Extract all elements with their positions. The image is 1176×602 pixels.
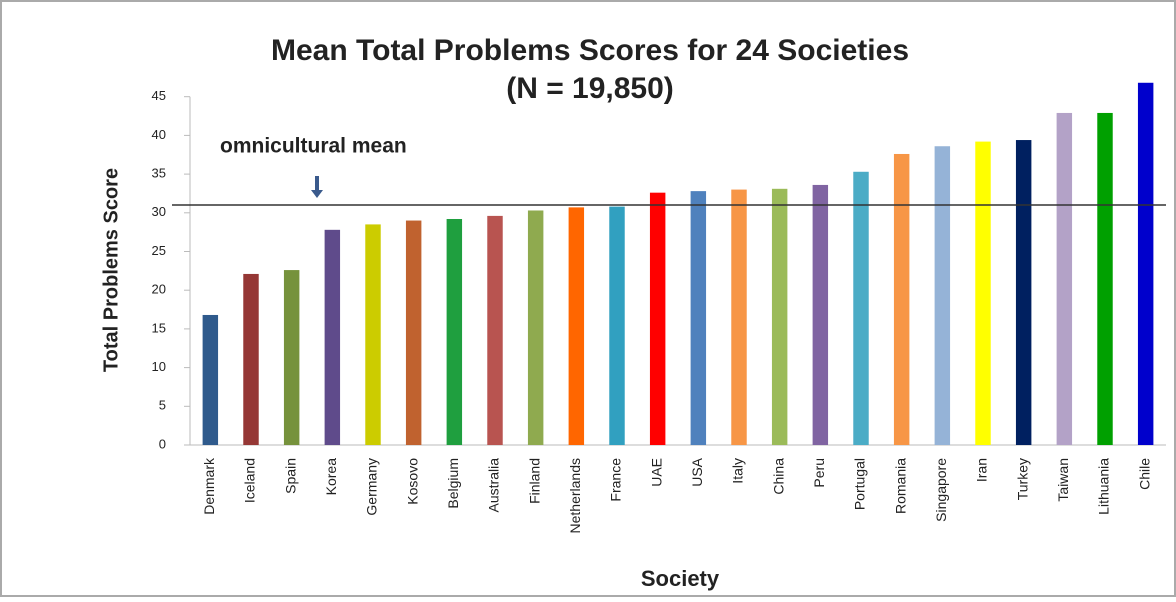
annotation: omnicultural mean [220, 135, 407, 158]
x-tick-label: Singapore [933, 458, 949, 522]
x-tick-label: China [770, 458, 786, 495]
bar [527, 210, 544, 445]
y-tick-label: 20 [152, 282, 166, 297]
y-tick-label: 10 [152, 359, 166, 374]
bar [487, 215, 503, 445]
bar [771, 188, 788, 445]
y-tick-label: 30 [152, 204, 166, 219]
x-tick-label: UAE [648, 458, 664, 487]
y-tick-label: 15 [152, 320, 166, 335]
x-tick-label: Denmark [201, 457, 217, 515]
x-tick-label: Spain [282, 458, 298, 494]
x-tick-label: Iran [974, 458, 990, 482]
bar [324, 229, 341, 445]
bar [446, 218, 463, 445]
x-tick-label: Finland [526, 458, 542, 504]
y-axis-label: Total Problems Score [100, 168, 122, 372]
y-tick-label: 35 [152, 166, 166, 181]
bar [731, 189, 747, 445]
bar [1015, 140, 1032, 445]
y-tick-label: 40 [152, 127, 166, 142]
bar [893, 153, 910, 445]
chart-subtitle: (N = 19,850) [506, 72, 674, 105]
x-tick-label: Lithuania [1096, 458, 1112, 515]
bar [649, 192, 666, 445]
x-tick-label: Australia [486, 458, 502, 513]
x-axis-label: Society [641, 566, 720, 591]
x-tick-label: France [608, 458, 624, 502]
x-tick-label: Netherlands [567, 458, 583, 534]
y-tick-label: 5 [159, 398, 166, 413]
bar [934, 146, 951, 445]
bar [283, 270, 300, 445]
x-tick-label: Romania [892, 458, 908, 514]
x-tick-label: Chile [1136, 458, 1152, 490]
bar [405, 220, 422, 445]
bar [202, 314, 219, 445]
x-tick-label: Belgium [445, 458, 461, 509]
y-tick-label: 0 [159, 436, 166, 451]
bar [609, 206, 625, 445]
bar [1056, 112, 1073, 445]
bar [812, 184, 829, 445]
bar [568, 207, 585, 445]
y-tick-label: 25 [152, 243, 166, 258]
x-tick-label: USA [689, 457, 705, 486]
x-tick-label: Italy [730, 458, 746, 484]
chart-title: Mean Total Problems Scores for 24 Societ… [271, 34, 909, 67]
bar [1097, 112, 1113, 445]
x-tick-label: Korea [323, 458, 339, 496]
x-tick-label: Portugal [852, 458, 868, 510]
y-tick-label: 45 [152, 88, 166, 103]
x-tick-label: Turkey [1014, 458, 1030, 500]
annotation-arrowhead [311, 190, 323, 198]
bar [690, 191, 707, 445]
bar [975, 141, 991, 446]
bar [365, 224, 381, 445]
x-tick-label: Iceland [242, 458, 258, 503]
bar [1137, 82, 1154, 445]
x-tick-label: Taiwan [1055, 458, 1071, 502]
x-tick-label: Germany [364, 458, 380, 516]
bar [853, 171, 869, 445]
x-tick-label: Peru [811, 458, 827, 488]
bar [243, 273, 259, 445]
x-tick-label: Kosovo [404, 458, 420, 505]
